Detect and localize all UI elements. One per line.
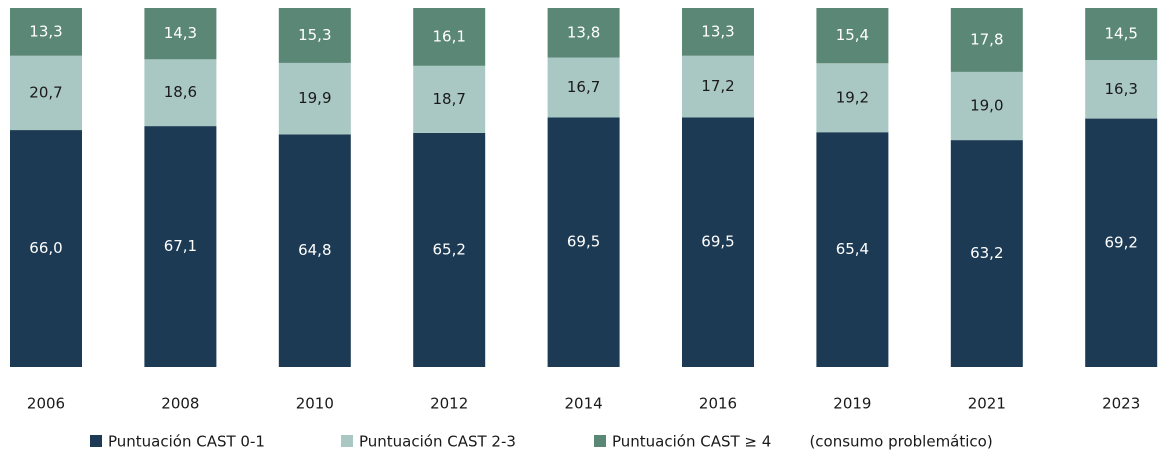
- x-tick-label: 2012: [430, 395, 468, 413]
- value-label: 18,7: [432, 90, 465, 108]
- value-label: 15,4: [836, 26, 869, 44]
- bar-segment: [1085, 60, 1158, 119]
- x-tick-label: 2021: [968, 395, 1006, 413]
- bar-segment: [950, 71, 1023, 141]
- bar-segment: [144, 59, 217, 127]
- bar-segment: [682, 8, 754, 56]
- bar-segment: [413, 132, 486, 367]
- value-label: 69,2: [1104, 233, 1137, 251]
- bar-segment: [682, 55, 754, 118]
- value-label: 13,3: [701, 22, 734, 40]
- bar-segment: [816, 63, 889, 133]
- bar-segment: [1085, 8, 1158, 61]
- bar-segment: [547, 57, 620, 118]
- x-tick-label: 2010: [296, 395, 334, 413]
- value-label: 15,3: [298, 26, 331, 44]
- bar-segment: [950, 8, 1023, 72]
- value-label: 67,1: [164, 237, 197, 255]
- bar-segment: [816, 8, 889, 64]
- value-label: 13,3: [29, 22, 62, 40]
- bar-segment: [950, 140, 1023, 367]
- value-label: 65,2: [432, 240, 465, 258]
- value-label: 16,3: [1104, 80, 1137, 98]
- bar-segment: [144, 126, 217, 368]
- value-label: 16,7: [567, 78, 600, 96]
- legend-swatch: [341, 435, 353, 447]
- value-label: 19,0: [970, 97, 1003, 115]
- legend-swatch: [594, 435, 606, 447]
- x-tick-label: 2023: [1102, 395, 1140, 413]
- value-label: 14,5: [1104, 25, 1137, 43]
- bar-segment: [816, 132, 889, 367]
- value-label: 17,2: [701, 77, 734, 95]
- x-tick-label: 2019: [833, 395, 871, 413]
- value-label: 69,5: [567, 233, 600, 251]
- legend-swatch: [90, 435, 102, 447]
- bar-segment: [10, 130, 82, 367]
- value-label: 13,8: [567, 23, 600, 41]
- value-label: 17,8: [970, 30, 1003, 48]
- bar-segment: [1085, 118, 1158, 368]
- bar-segment: [547, 8, 620, 58]
- value-label: 19,2: [836, 88, 869, 106]
- value-label: 16,1: [432, 27, 465, 45]
- value-label: 69,5: [701, 233, 734, 251]
- bar-segment: [278, 8, 351, 63]
- bar-segment: [278, 134, 351, 367]
- bar-segment: [10, 8, 82, 56]
- value-label: 64,8: [298, 241, 331, 259]
- bar-segment: [413, 8, 486, 66]
- x-tick-label: 2006: [27, 395, 65, 413]
- legend-label: Puntuación CAST 0-1: [108, 433, 265, 451]
- x-tick-label: 2016: [699, 395, 737, 413]
- value-label: 19,9: [298, 89, 331, 107]
- x-tick-label: 2014: [565, 395, 603, 413]
- bar-segment: [682, 117, 754, 368]
- bar-segment: [278, 62, 351, 135]
- value-label: 66,0: [29, 239, 62, 257]
- legend-label: Puntuación CAST ≥ 4 (consumo problemátic…: [612, 433, 993, 451]
- bar-segment: [413, 65, 486, 133]
- bar-segment: [10, 55, 82, 131]
- legend-label: Puntuación CAST 2-3: [359, 433, 516, 451]
- value-label: 18,6: [164, 83, 197, 101]
- value-label: 63,2: [970, 244, 1003, 262]
- value-label: 14,3: [164, 24, 197, 42]
- bar-segment: [547, 117, 620, 368]
- x-tick-label: 2008: [161, 395, 199, 413]
- bar-segment: [144, 8, 217, 60]
- value-label: 65,4: [836, 240, 869, 258]
- value-label: 20,7: [29, 83, 62, 101]
